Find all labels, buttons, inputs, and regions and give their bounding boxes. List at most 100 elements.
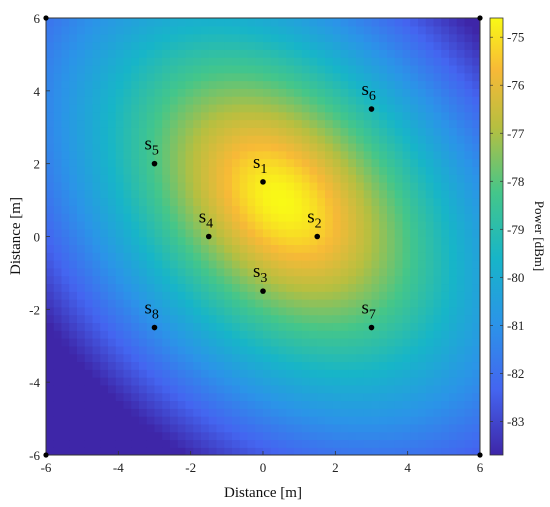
heat-cell [317, 166, 326, 175]
heat-cell [232, 376, 241, 386]
heat-cell [309, 361, 318, 370]
heat-cell [69, 275, 78, 285]
heat-cell [162, 166, 171, 175]
heat-cell [46, 33, 55, 43]
heat-cell [441, 337, 450, 347]
heat-cell [332, 174, 342, 183]
heat-cell [77, 275, 86, 285]
heat-cell [441, 447, 450, 455]
heat-cell [255, 158, 264, 167]
heat-cell [53, 283, 63, 292]
heat-cell [425, 181, 435, 191]
heat-cell [286, 142, 295, 152]
heat-cell [100, 158, 109, 167]
heat-cell [317, 213, 326, 222]
heat-cell [255, 119, 264, 128]
heat-cell [348, 119, 357, 128]
heat-cell [177, 111, 187, 121]
heat-cell [77, 252, 86, 261]
heat-cell [332, 275, 342, 285]
heat-cell [433, 119, 442, 128]
heat-cell [270, 181, 280, 191]
heat-cell [100, 96, 109, 105]
heat-cell [286, 283, 295, 292]
heat-cell [371, 49, 380, 58]
heat-cell [394, 376, 404, 386]
heat-cell [239, 119, 249, 128]
heat-cell [425, 322, 435, 331]
heat-cell [433, 306, 442, 316]
heat-cell [239, 267, 249, 277]
heat-cell [402, 314, 411, 324]
heat-cell [216, 447, 225, 455]
heat-cell [472, 181, 480, 191]
sensor-index: 6 [369, 89, 376, 104]
heat-cell [441, 415, 450, 425]
heat-cell [309, 96, 318, 105]
heat-cell [387, 275, 396, 285]
heat-cell [286, 322, 295, 331]
heat-cell [402, 158, 411, 167]
heat-cell [278, 392, 287, 402]
heat-cell [185, 127, 194, 136]
heat-cell [433, 369, 442, 378]
heat-cell [162, 408, 171, 417]
heat-cell [301, 236, 311, 245]
heat-cell [108, 174, 117, 183]
heat-cell [123, 376, 132, 386]
heat-cell [185, 283, 194, 292]
heat-cell [433, 291, 442, 300]
heat-cell [69, 189, 78, 199]
heat-cell [449, 181, 458, 191]
heat-cell [449, 64, 458, 74]
heat-cell [53, 25, 63, 35]
heat-cell [394, 244, 404, 253]
heat-cell [224, 392, 233, 402]
heat-cell [69, 88, 78, 97]
heat-cell [177, 298, 187, 308]
heat-cell [394, 96, 404, 105]
heat-cell [232, 267, 241, 277]
heat-cell [185, 111, 194, 121]
heat-cell [464, 330, 473, 339]
heat-cell [371, 384, 380, 394]
heat-cell [146, 275, 156, 285]
heat-cell [232, 400, 241, 409]
heat-cell [410, 119, 419, 128]
heat-cell [425, 384, 435, 394]
heat-cell [325, 439, 334, 448]
heat-cell [433, 166, 442, 175]
heat-cell [441, 400, 450, 409]
heat-cell [46, 431, 55, 441]
heat-cell [433, 57, 442, 66]
heat-cell [449, 283, 458, 292]
heat-cell [301, 384, 311, 394]
heat-cell [84, 431, 94, 441]
heat-cell [441, 283, 450, 292]
heat-cell [46, 275, 55, 285]
heat-cell [449, 228, 458, 238]
heat-cell [108, 244, 117, 253]
heat-cell [464, 33, 473, 43]
heat-cell [286, 18, 295, 27]
heat-cell [193, 220, 202, 230]
heat-cell [77, 423, 86, 433]
heat-cell [363, 135, 373, 144]
heat-cell [472, 174, 480, 183]
heat-cell [232, 384, 241, 394]
heat-cell [77, 447, 86, 455]
heat-cell [224, 275, 233, 285]
heat-cell [255, 88, 264, 97]
heat-cell [232, 392, 241, 402]
heat-cell [123, 205, 132, 214]
heat-cell [77, 236, 86, 245]
heat-cell [294, 228, 303, 238]
heat-cell [69, 205, 78, 214]
heat-cell [294, 447, 303, 455]
heat-cell [69, 166, 78, 175]
heat-cell [371, 267, 380, 277]
heat-cell [139, 166, 148, 175]
heat-cell [294, 41, 303, 50]
heat-cell [216, 275, 225, 285]
heat-cell [410, 150, 419, 160]
